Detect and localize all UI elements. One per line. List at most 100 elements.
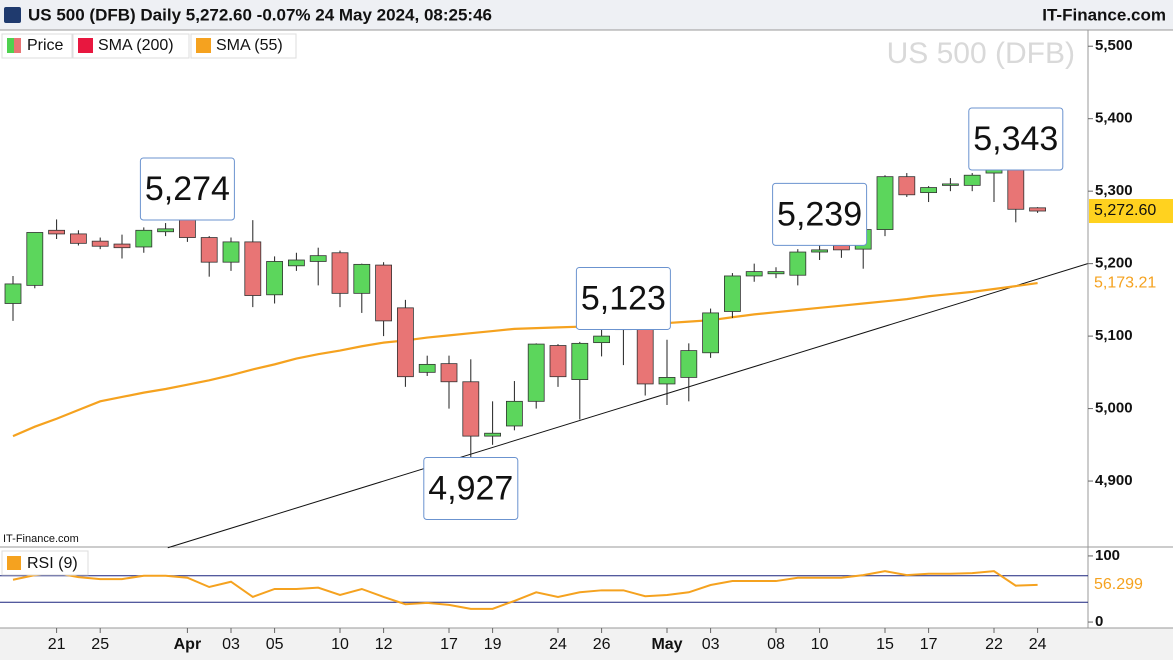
y-tick-label: 5,000 xyxy=(1095,400,1133,417)
x-tick-label: 15 xyxy=(876,636,894,653)
sma-tag-label: 5,173.21 xyxy=(1094,274,1156,291)
y-tick-label: 100 xyxy=(1095,547,1120,564)
candle-body xyxy=(593,335,610,344)
y-tick-label: 5,400 xyxy=(1095,110,1133,127)
x-tick-label: 21 xyxy=(48,636,66,653)
candle-body xyxy=(222,241,240,263)
candle-body xyxy=(418,363,436,373)
legend-swatch xyxy=(7,556,21,570)
price-tag xyxy=(1089,199,1173,224)
annotation-box xyxy=(139,157,235,221)
legend-swatch xyxy=(196,38,211,53)
annotation-box xyxy=(968,107,1064,171)
candle-body xyxy=(702,312,719,354)
x-tick-label: 10 xyxy=(811,636,829,653)
candle-body xyxy=(1029,207,1046,212)
annotation-label: 5,123 xyxy=(581,279,666,317)
y-tick-label: 4,900 xyxy=(1095,472,1133,489)
candle-body xyxy=(789,251,807,276)
x-tick-label: Apr xyxy=(174,636,202,653)
sma-tag xyxy=(1089,272,1173,295)
brand: IT-Finance.com xyxy=(1042,5,1166,24)
candle-body xyxy=(527,343,545,402)
x-tick-label: 26 xyxy=(593,636,611,653)
candle-body xyxy=(70,233,87,244)
candle-body xyxy=(135,229,153,248)
candle-body xyxy=(745,271,763,277)
candle-body xyxy=(571,342,589,380)
rsi-tag-label: 56.299 xyxy=(1094,576,1143,593)
candle-body xyxy=(680,350,698,378)
candle-body xyxy=(724,275,741,312)
candle-body xyxy=(4,283,22,304)
x-tick-label: 24 xyxy=(1029,636,1047,653)
legend-label: Price xyxy=(27,37,64,54)
candle-body xyxy=(658,377,676,385)
x-tick-label: 25 xyxy=(91,636,109,653)
candle-body xyxy=(157,228,175,233)
y-tick-label: 5,200 xyxy=(1095,255,1133,272)
candle-body xyxy=(898,176,916,196)
candle-body xyxy=(331,252,349,294)
candle-body xyxy=(833,245,850,251)
legend-box xyxy=(1,550,89,576)
legend-swatch xyxy=(78,38,93,53)
candle-body xyxy=(636,327,654,385)
logo xyxy=(4,7,21,23)
candle-body xyxy=(287,259,305,267)
candle-body xyxy=(767,271,785,275)
candle-body xyxy=(26,232,44,286)
watermark: US 500 (DFB) xyxy=(887,37,1075,70)
candle-body xyxy=(266,261,284,296)
x-tick-label: 17 xyxy=(920,636,938,653)
x-tick-label: 10 xyxy=(331,636,349,653)
legend-swatch xyxy=(14,38,21,53)
annotation-box xyxy=(772,182,868,246)
y-tick-label: 0 xyxy=(1095,613,1103,630)
candle-body xyxy=(48,229,65,235)
header-title: US 500 (DFB) Daily 5,272.60 -0.07% 24 Ma… xyxy=(28,5,492,24)
x-tick-label: 19 xyxy=(484,636,502,653)
candle-body xyxy=(200,237,218,263)
candle-body xyxy=(963,174,981,186)
candle-body xyxy=(462,381,480,437)
candle-body xyxy=(549,345,567,378)
x-tick-label: 05 xyxy=(266,636,284,653)
annotation-label: 5,274 xyxy=(145,170,230,208)
candle-body xyxy=(920,187,937,194)
candle-body xyxy=(309,255,327,262)
annotation-label: 5,239 xyxy=(777,195,862,233)
candle-body xyxy=(353,263,371,294)
candle-body xyxy=(113,243,131,249)
sma-line xyxy=(12,281,1038,438)
y-tick-label: 5,100 xyxy=(1095,327,1133,344)
credit: IT-Finance.com xyxy=(3,533,79,545)
candle-body xyxy=(876,176,894,230)
trendline xyxy=(167,263,1088,549)
annotation-box xyxy=(423,456,519,520)
x-tick-label: 17 xyxy=(440,636,458,653)
annotation-box xyxy=(575,266,671,330)
y-tick-label: 5,500 xyxy=(1095,37,1133,54)
candle-body xyxy=(396,307,414,378)
legend-label: RSI (9) xyxy=(27,555,78,572)
candle-body xyxy=(942,183,959,186)
x-tick-label: 03 xyxy=(222,636,240,653)
legend-label: SMA (200) xyxy=(98,37,174,54)
rsi-tag xyxy=(1089,573,1173,596)
candle-body xyxy=(91,240,109,247)
x-tick-label: May xyxy=(651,636,682,653)
candle-body xyxy=(440,363,458,383)
x-tick-label: 22 xyxy=(985,636,1003,653)
candle-body xyxy=(244,241,262,296)
annotation-label: 5,343 xyxy=(973,120,1058,158)
x-tick-label: 03 xyxy=(702,636,720,653)
header-bar xyxy=(0,0,1173,30)
y-tick-label: 5,300 xyxy=(1095,182,1133,199)
x-tick-label: 24 xyxy=(549,636,567,653)
candle-body xyxy=(811,249,828,253)
annotation-label: 4,927 xyxy=(428,469,513,507)
legend-swatch xyxy=(7,38,14,53)
candle-body xyxy=(505,400,523,427)
